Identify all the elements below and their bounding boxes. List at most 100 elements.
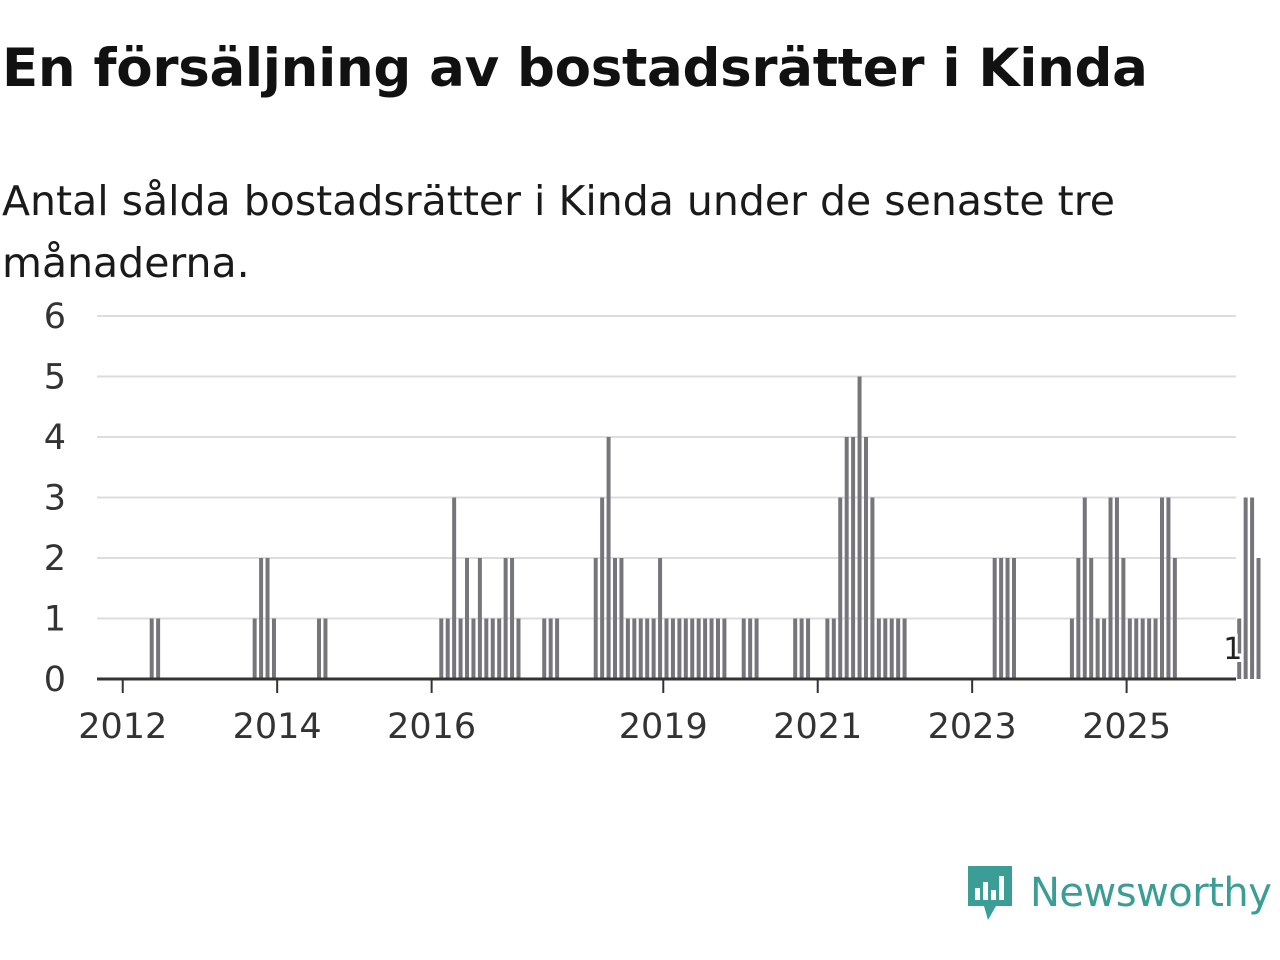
bar — [465, 558, 470, 679]
bar — [1102, 618, 1107, 679]
bar — [497, 618, 502, 679]
bar — [709, 618, 714, 679]
x-tick-label: 2023 — [928, 707, 1017, 747]
bar — [799, 618, 804, 679]
bar — [452, 497, 457, 679]
bar — [458, 618, 463, 679]
bar — [156, 618, 161, 679]
chart-subtitle: Antal sålda bostadsrätter i Kinda under … — [2, 177, 1115, 287]
bar — [902, 618, 907, 679]
x-tick-label: 2012 — [78, 707, 167, 747]
bar — [1237, 618, 1242, 679]
bar — [1166, 497, 1171, 679]
bar — [317, 618, 322, 679]
bar — [471, 618, 476, 679]
bar — [542, 618, 547, 679]
bar — [149, 618, 154, 679]
highlight-data-label: 1 — [1223, 632, 1242, 667]
bar — [613, 558, 618, 679]
bar — [548, 618, 553, 679]
chart-title: En försäljning av bostadsrätter i Kinda — [2, 38, 1148, 99]
bar — [445, 618, 450, 679]
bar — [1243, 497, 1248, 679]
bar — [606, 437, 611, 679]
bar — [600, 497, 605, 679]
y-tick-label: 3 — [44, 479, 66, 519]
bar — [510, 558, 515, 679]
bar — [323, 618, 328, 679]
bar — [1127, 618, 1132, 679]
bar — [638, 618, 643, 679]
bar — [516, 618, 521, 679]
bar — [1069, 618, 1074, 679]
bar — [831, 618, 836, 679]
bar — [1140, 618, 1145, 679]
y-tick-label: 2 — [44, 539, 66, 579]
bar — [696, 618, 701, 679]
bar — [999, 558, 1004, 679]
bar — [658, 558, 663, 679]
newsworthy-logo-icon — [968, 866, 1012, 920]
bar — [439, 618, 444, 679]
bar-chart: 0 1 2 3 4 5 6 2012 2014 2016 2019 2021 2023 2025 1 — [44, 297, 1261, 747]
bar — [555, 618, 560, 679]
y-tick-label: 1 — [44, 600, 66, 640]
bar — [1256, 558, 1261, 679]
bar — [503, 558, 508, 679]
bar — [844, 437, 849, 679]
bar — [1108, 497, 1113, 679]
x-tick-label: 2014 — [233, 707, 322, 747]
bar — [1005, 558, 1010, 679]
bar — [670, 618, 675, 679]
bar — [625, 618, 630, 679]
bar — [593, 558, 598, 679]
bar — [838, 497, 843, 679]
bar — [683, 618, 688, 679]
bar — [883, 618, 888, 679]
bar — [645, 618, 650, 679]
bar — [1147, 618, 1152, 679]
bar — [664, 618, 669, 679]
bar — [896, 618, 901, 679]
bar — [1134, 618, 1139, 679]
bar — [1250, 497, 1255, 679]
x-tick-label: 2021 — [773, 707, 862, 747]
bar — [715, 618, 720, 679]
bar — [1121, 558, 1126, 679]
bar — [1095, 618, 1100, 679]
bar — [632, 618, 637, 679]
bar — [1011, 558, 1016, 679]
brand-name: Newsworthy — [1030, 870, 1272, 916]
bar — [754, 618, 759, 679]
y-tick-label: 5 — [44, 358, 66, 398]
bar — [857, 376, 862, 679]
x-tick-label: 2019 — [619, 707, 708, 747]
bar — [271, 618, 276, 679]
bar — [889, 618, 894, 679]
bar — [992, 558, 997, 679]
brand-logo[interactable]: Newsworthy — [964, 862, 1272, 924]
bar — [1114, 497, 1119, 679]
bar — [722, 618, 727, 679]
bar — [806, 618, 811, 679]
bar — [1172, 558, 1177, 679]
y-tick-label: 0 — [44, 660, 66, 700]
bar — [259, 558, 264, 679]
bar — [825, 618, 830, 679]
bar — [1082, 497, 1087, 679]
bar — [490, 618, 495, 679]
bar — [793, 618, 798, 679]
bar — [265, 558, 270, 679]
bar — [252, 618, 257, 679]
bar — [748, 618, 753, 679]
bar — [876, 618, 881, 679]
bar — [484, 618, 489, 679]
y-tick-label: 4 — [44, 418, 66, 458]
y-tick-label: 6 — [44, 297, 66, 337]
bar — [1089, 558, 1094, 679]
bar — [619, 558, 624, 679]
bar — [477, 558, 482, 679]
bar — [1159, 497, 1164, 679]
bar — [741, 618, 746, 679]
x-tick-label: 2016 — [387, 707, 476, 747]
